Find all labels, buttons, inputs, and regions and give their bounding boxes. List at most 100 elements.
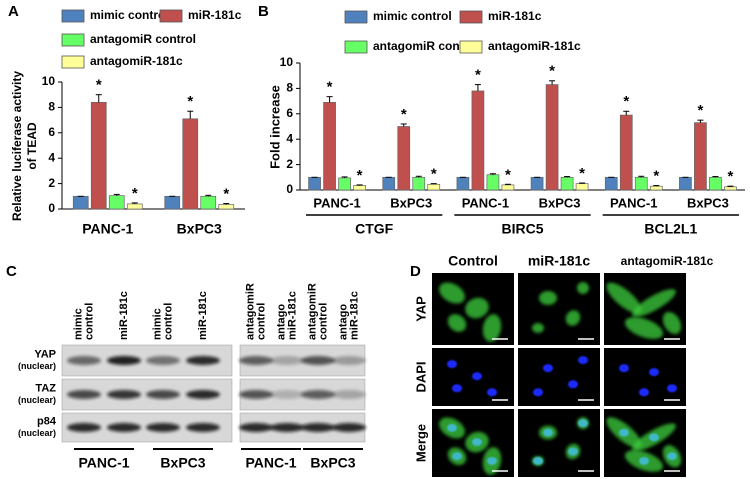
row-label: YAP <box>34 348 56 360</box>
x-tick-label: BxPC3 <box>539 195 581 210</box>
cell-yap <box>465 297 489 319</box>
error-bar <box>95 94 102 103</box>
blot-band <box>107 356 141 365</box>
cell-line-label: PANC-1 <box>78 455 129 471</box>
cell-nucleus <box>667 452 677 461</box>
bar <box>164 195 181 210</box>
error-bar <box>564 176 571 178</box>
y-tick-label: 0 <box>48 201 55 215</box>
cell-nucleus <box>639 456 649 465</box>
error-bar <box>187 110 194 119</box>
bar <box>694 122 707 191</box>
significance-marker: * <box>187 93 193 110</box>
cell-yap <box>447 314 467 332</box>
panel-label: B <box>258 3 269 20</box>
lane-label: miR-181c <box>197 291 209 340</box>
row-label: p84 <box>37 415 57 427</box>
row-label: YAP <box>413 296 428 322</box>
error-bar <box>579 182 586 184</box>
legend-swatch <box>61 55 85 69</box>
y-tick-label: 4 <box>48 150 55 164</box>
x-tick-label: BxPC3 <box>390 195 432 210</box>
error-bar <box>489 173 496 175</box>
cell-nucleus <box>487 456 497 465</box>
error-bar <box>223 203 230 205</box>
column-label: antagomiR-181c <box>621 254 714 268</box>
y-tick-label: 6 <box>48 125 55 139</box>
row-label: (nuclear) <box>18 361 56 371</box>
cell-nucleus <box>667 384 677 393</box>
cell-nucleus <box>533 388 543 397</box>
significance-marker: * <box>475 67 481 84</box>
blot-band <box>186 423 220 432</box>
error-bar <box>131 202 138 204</box>
y-tick-label: 8 <box>286 81 293 95</box>
cell-yap <box>482 314 502 342</box>
y-tick-label: 10 <box>42 74 56 88</box>
error-bar <box>653 185 660 187</box>
y-tick-label: 6 <box>286 106 293 120</box>
x-tick-label: PANC-1 <box>462 195 509 210</box>
blot-band <box>332 390 366 399</box>
blot-band <box>239 423 273 432</box>
cell-nucleus <box>472 438 482 447</box>
blot-band <box>239 390 273 399</box>
bar <box>182 118 199 210</box>
legend-swatch <box>344 40 368 54</box>
legend-label: antagomiR-181c <box>90 54 183 68</box>
blot-band <box>146 423 180 432</box>
significance-marker: * <box>223 186 229 203</box>
bar <box>456 176 470 191</box>
bar <box>323 102 336 191</box>
y-axis-label: of TEAD <box>25 122 39 170</box>
cell-nucleus <box>619 364 629 373</box>
bar <box>530 176 544 191</box>
lane-label: antago <box>275 304 287 340</box>
cell-nucleus <box>452 384 462 393</box>
cell-nucleus <box>543 428 553 437</box>
row-label: DAPI <box>413 361 428 392</box>
x-tick-label: BxPC3 <box>177 221 222 237</box>
cell-nucleus <box>649 368 659 377</box>
y-tick-label: 0 <box>286 182 293 196</box>
blot-band <box>332 356 366 365</box>
legend-label: mimic control <box>373 9 452 23</box>
cell-nucleus <box>452 452 462 461</box>
significance-marker: * <box>401 106 407 123</box>
bar <box>619 114 633 191</box>
lane-label: miR-181c <box>286 291 298 340</box>
legend-label: antagomiR-181c <box>488 39 581 53</box>
error-bar <box>205 194 212 197</box>
lane-label: mimic <box>72 308 84 340</box>
bar <box>338 177 351 191</box>
group-label: BCL2L1 <box>644 221 697 237</box>
blot-band <box>67 423 101 432</box>
significance-marker: * <box>327 79 333 96</box>
bar <box>501 184 515 191</box>
row-label: TAZ <box>35 382 56 394</box>
bar <box>382 176 396 191</box>
blot-band <box>146 390 180 399</box>
micrograph <box>518 348 600 406</box>
blot-band <box>186 356 220 365</box>
cell-nucleus <box>447 423 457 432</box>
legend-label: miR-181c <box>488 9 542 23</box>
cell-nucleus <box>533 456 543 465</box>
panel-label: A <box>8 3 19 20</box>
blot-band <box>332 423 366 432</box>
error-bar <box>400 123 407 127</box>
bar <box>427 183 441 191</box>
legend-label: antagomiR control <box>373 39 479 53</box>
cell-yap <box>577 282 589 294</box>
cell-yap <box>565 310 581 326</box>
significance-marker: * <box>579 165 585 182</box>
lane-label: control <box>162 303 174 340</box>
legend-swatch <box>61 9 85 23</box>
blot-band <box>301 356 335 365</box>
bar <box>471 90 485 191</box>
error-bar <box>326 96 333 103</box>
bar <box>709 176 722 191</box>
lane-label: mimic <box>151 308 163 340</box>
significance-marker: * <box>96 77 102 94</box>
